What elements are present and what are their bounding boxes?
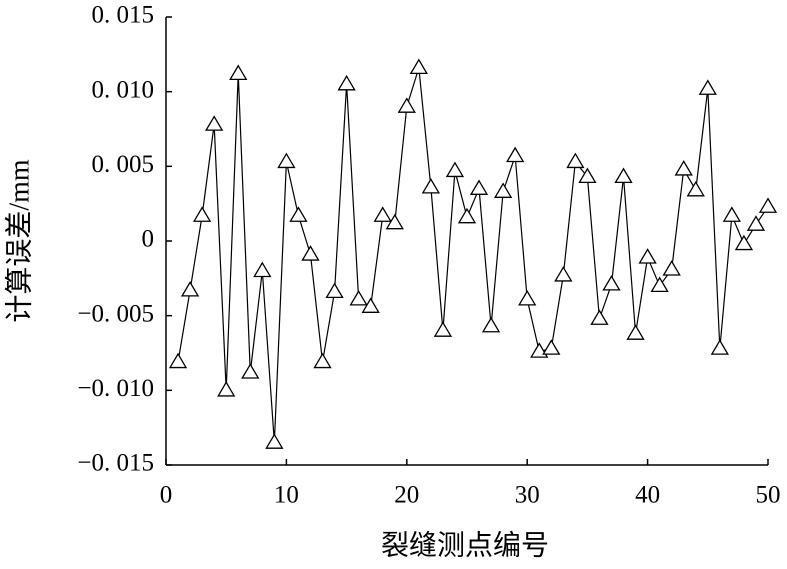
data-point	[217, 381, 236, 397]
data-point	[313, 352, 332, 369]
data-point	[337, 74, 356, 91]
data-line	[177, 67, 769, 443]
x-tick-label: 50	[756, 482, 781, 509]
data-point	[493, 182, 513, 198]
data-point	[481, 316, 501, 333]
data-point	[566, 152, 585, 169]
y-tick-label: 0	[142, 226, 155, 253]
y-tick-label: 0. 015	[92, 2, 155, 29]
data-point	[698, 79, 717, 95]
y-axis-label: 计算误差/mm	[3, 159, 35, 323]
y-tick-label: −0. 015	[77, 450, 154, 477]
data-point	[542, 339, 561, 355]
data-point	[229, 64, 248, 80]
data-point	[253, 261, 272, 278]
data-point	[457, 207, 477, 224]
data-point	[397, 97, 416, 113]
data-point	[686, 180, 705, 197]
data-point	[433, 321, 453, 337]
data-point	[421, 177, 441, 194]
data-point	[662, 260, 681, 276]
data-point	[602, 275, 621, 291]
data-point	[578, 167, 597, 184]
data-point	[289, 206, 308, 222]
y-tick-label: −0. 010	[77, 375, 154, 402]
x-tick-label: 10	[274, 482, 299, 509]
data-point	[650, 276, 669, 293]
data-point	[205, 115, 224, 131]
data-point	[590, 309, 609, 325]
data-point	[385, 213, 404, 230]
data-point	[638, 248, 657, 264]
x-tick-label: 0	[160, 482, 173, 509]
data-point	[192, 206, 212, 222]
data-point	[349, 289, 368, 306]
data-point	[373, 206, 392, 222]
data-point	[241, 363, 260, 379]
data-point	[180, 280, 200, 297]
x-tick-label: 40	[635, 482, 660, 509]
y-tick-label: −0. 005	[77, 300, 154, 327]
data-point	[626, 324, 645, 340]
data-point	[722, 206, 742, 222]
y-tick-label: 0. 010	[92, 76, 155, 103]
y-tick-label: 0. 005	[92, 151, 155, 178]
data-point	[301, 245, 320, 261]
data-point	[325, 282, 344, 299]
data-point	[554, 266, 573, 282]
data-point	[746, 215, 766, 231]
data-point	[277, 152, 296, 169]
data-point	[614, 167, 633, 184]
data-point	[445, 161, 465, 178]
data-point	[361, 297, 380, 313]
x-tick-label: 30	[515, 482, 540, 509]
data-point	[409, 58, 428, 75]
data-point	[506, 146, 525, 163]
x-tick-label: 20	[394, 482, 419, 509]
data-point	[518, 289, 537, 306]
data-point	[265, 433, 284, 449]
data-point	[469, 179, 489, 195]
data-point	[674, 160, 693, 176]
data-point	[168, 352, 188, 369]
data-point	[734, 234, 754, 251]
data-point	[710, 339, 729, 355]
x-axis-label: 裂缝测点编号	[381, 529, 549, 561]
data-point	[758, 197, 778, 213]
